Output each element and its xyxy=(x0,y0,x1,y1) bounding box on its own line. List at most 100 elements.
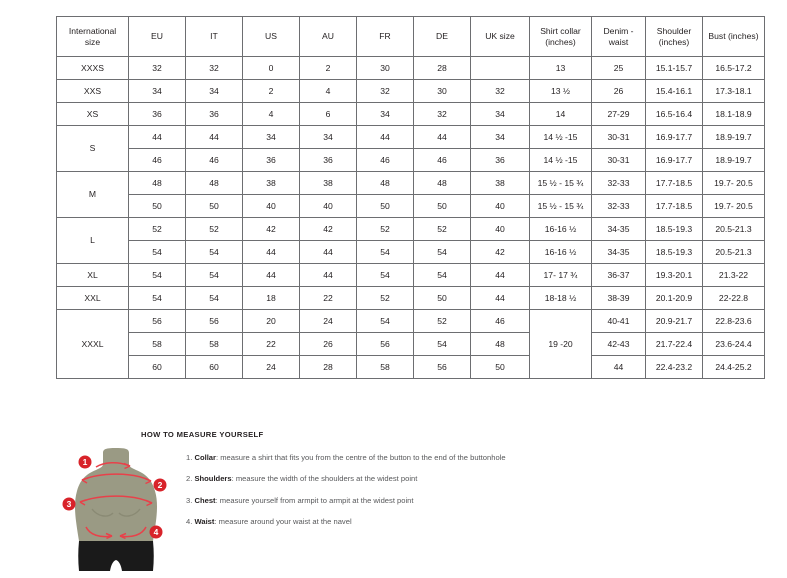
table-cell: 36 xyxy=(185,102,243,126)
table-cell: 54 xyxy=(185,240,243,264)
instruction-item: 4. Waist: measure around your waist at t… xyxy=(186,517,756,527)
table-cell: 38 xyxy=(470,171,530,195)
size-chart-table: International size EU IT US AU FR DE UK size Shir… xyxy=(56,16,765,379)
column-header-line: Shoulder xyxy=(656,25,692,36)
column-header-5: FR xyxy=(356,16,414,57)
table-cell: 15 ½ - 15 ¾ xyxy=(529,171,592,195)
instruction-description: : measure a shirt that fits you from the… xyxy=(216,453,506,462)
shorts-shape xyxy=(78,541,154,571)
table-cell: 32-33 xyxy=(591,194,646,218)
table-header-row: International size EU IT US AU FR DE UK size Shir… xyxy=(56,16,765,57)
table-cell: 22 xyxy=(242,332,300,356)
table-cell: 18.5-19.3 xyxy=(645,240,703,264)
chest-shading-right xyxy=(118,508,141,517)
column-header-11: Bust (inches) xyxy=(702,16,765,57)
column-header-line: EU xyxy=(151,31,163,42)
marker-1-label: 1 xyxy=(83,457,88,467)
table-cell: 42-43 xyxy=(591,332,646,356)
table-cell: 18.5-19.3 xyxy=(645,217,703,241)
table-cell: 21.7-22.4 xyxy=(645,332,703,356)
size-chart-table-container: International size EU IT US AU FR DE UK size Shir… xyxy=(56,16,765,379)
table-cell: 58 xyxy=(185,332,243,356)
table-cell: 32-33 xyxy=(591,171,646,195)
table-row: XXXS 32 32 0 2 30 28 13 25 15.1-15.7 16.5-17.2 xyxy=(56,56,765,80)
column-header-line: Bust (inches) xyxy=(708,31,759,42)
table-cell: 18.1-18.9 xyxy=(702,102,765,126)
waist-measure-arrow-left xyxy=(85,526,113,538)
table-header: International size EU IT US AU FR DE UK size Shir… xyxy=(56,16,765,57)
instruction-description: : measure around your waist at the navel xyxy=(214,516,352,526)
table-cell: 16-16 ½ xyxy=(529,217,592,241)
table-cell: 60 xyxy=(185,355,243,379)
table-cell: 18 xyxy=(242,286,300,310)
table-cell: 24 xyxy=(299,309,357,333)
column-header-line: size xyxy=(84,36,101,47)
table-cell: 20 xyxy=(242,309,300,333)
marker-2: 2 xyxy=(153,478,167,492)
instruction-item: 1. Collar: measure a shirt that fits you… xyxy=(186,453,756,463)
column-header-line: US xyxy=(265,31,277,42)
table-cell: 17.7-18.5 xyxy=(645,171,703,195)
size-label-cell: L xyxy=(56,217,129,264)
table-cell: 48 xyxy=(470,332,530,356)
table-cell: 56 xyxy=(185,309,243,333)
table-row: XXXL 56 56 20 24 54 52 46 19 -20 40-41 20.9-21.7 22… xyxy=(56,309,765,379)
table-row: 54 54 44 44 54 54 42 16-16 ½ 34-35 18.5-19.3 20.5-… xyxy=(57,240,765,264)
table-cell: 34 xyxy=(356,102,414,126)
table-cell: 50 xyxy=(413,194,471,218)
size-label-cell: XXXL xyxy=(56,309,129,379)
table-cell: 26 xyxy=(299,332,357,356)
size-label-cell: S xyxy=(56,125,129,172)
table-cell: 34-35 xyxy=(591,217,646,241)
table-cell: 54 xyxy=(413,240,471,264)
collar-arrowhead xyxy=(123,462,131,470)
table-cell: 52 xyxy=(413,309,471,333)
column-header-2: IT xyxy=(185,16,243,57)
table-cell: 18-18 ½ xyxy=(529,286,592,310)
chest-shading-left xyxy=(91,508,114,517)
table-cell: 20.5-21.3 xyxy=(702,217,765,241)
size-label-cell: XS xyxy=(56,102,129,126)
column-header-1: EU xyxy=(128,16,186,57)
table-cell: 54 xyxy=(185,263,243,287)
how-to-measure-title: HOW TO MEASURE YOURSELF xyxy=(141,430,264,439)
table-cell: 27-29 xyxy=(591,102,646,126)
table-cell xyxy=(470,56,530,80)
table-cell: 48 xyxy=(128,171,186,195)
table-cell: 15.1-15.7 xyxy=(645,56,703,80)
table-cell: 17- 17 ¾ xyxy=(529,263,592,287)
table-cell: 16-16 ½ xyxy=(529,240,592,264)
table-row: XXL 54 54 18 22 52 50 44 18-18 ½ 38-39 20.1-20.9 22… xyxy=(56,286,765,310)
torso-shape xyxy=(75,470,157,541)
instruction-number: 3. xyxy=(186,495,193,505)
table-cell: 44 xyxy=(128,125,186,149)
table-cell: 44 xyxy=(356,125,414,149)
column-header-line: International xyxy=(68,25,117,36)
table-row: L 52 52 42 42 52 52 40 16-16 ½ 34-35 18.5-19.3 20.5… xyxy=(56,217,765,264)
table-cell: 38-39 xyxy=(591,286,646,310)
table-cell: 44 xyxy=(185,125,243,149)
table-cell: 25 xyxy=(591,56,646,80)
table-body: XXXS 32 32 0 2 30 28 13 25 15.1-15.7 16.5-17.2 XXS 3… xyxy=(56,56,765,379)
table-cell: 52 xyxy=(128,217,186,241)
table-cell: 20.9-21.7 xyxy=(645,309,703,333)
table-cell: 34 xyxy=(242,125,300,149)
table-cell: 34-35 xyxy=(591,240,646,264)
table-cell: 58 xyxy=(356,355,414,379)
table-cell: 54 xyxy=(356,309,414,333)
table-cell: 24 xyxy=(242,355,300,379)
table-cell: 30 xyxy=(356,56,414,80)
table-cell: 28 xyxy=(299,355,357,379)
table-cell: 54 xyxy=(413,263,471,287)
table-cell: 30 xyxy=(413,79,471,103)
table-cell: 36 xyxy=(470,148,530,172)
table-row: XL 54 54 44 44 54 54 44 17- 17 ¾ 36-37 19.3-20.1 21… xyxy=(56,263,765,287)
table-cell: 56 xyxy=(413,355,471,379)
table-cell: 32 xyxy=(185,56,243,80)
marker-2-label: 2 xyxy=(158,480,163,490)
table-cell: 58 xyxy=(128,332,186,356)
table-cell: 34 xyxy=(128,79,186,103)
table-cell: 40 xyxy=(470,217,530,241)
table-row: 58 58 22 26 56 54 48 42-43 21.7-22.4 23.6-24.4 xyxy=(57,332,765,356)
instruction-term: Waist xyxy=(194,516,215,526)
